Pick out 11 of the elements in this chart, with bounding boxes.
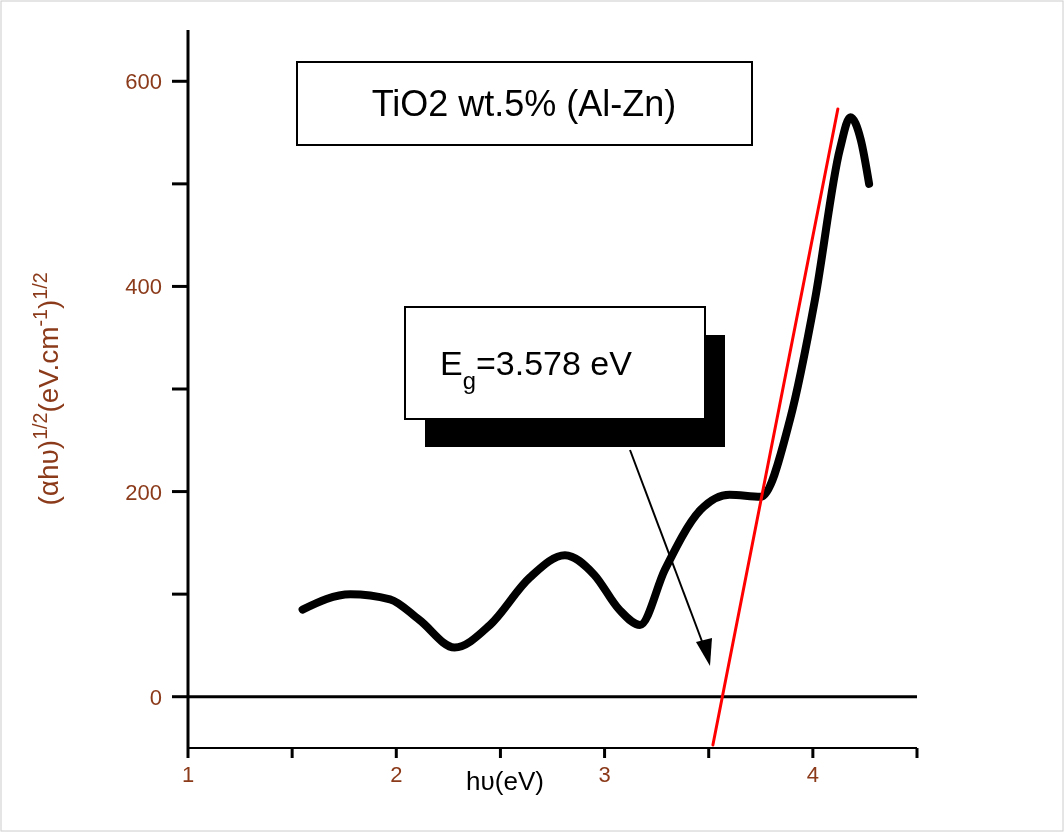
x-tick-label: 1 (181, 762, 195, 787)
text: TiO2 wt.5% (Al-Zn) (371, 83, 677, 124)
x-tick-label: 2 (390, 762, 403, 787)
y-tick-label: 0 (149, 684, 162, 710)
x-tick-label: 4 (806, 762, 819, 787)
x-axis-title: hυ(eV) (466, 766, 544, 796)
y-tick-label: 200 (125, 479, 162, 505)
y-tick-label: 600 (125, 69, 162, 95)
annotation: E$_{g}$=3.578 eV (440, 344, 633, 394)
x-tick-label: 3 (598, 762, 611, 787)
y-tick-label: 400 (125, 274, 162, 300)
